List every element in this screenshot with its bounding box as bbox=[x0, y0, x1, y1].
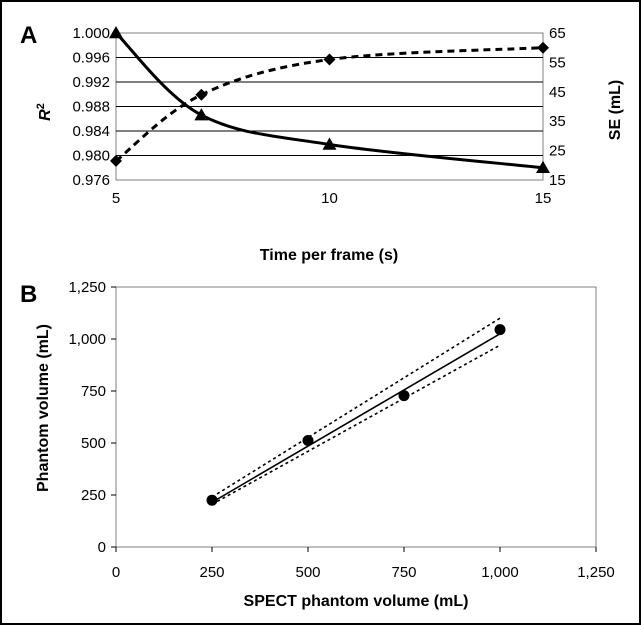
panel-b-data-point bbox=[494, 324, 506, 336]
panel-a-right-ticks: 65 55 45 35 25 15 bbox=[549, 25, 566, 189]
panel-b-lines bbox=[211, 317, 501, 506]
panel-a-y-right-title: SE (mL) bbox=[607, 80, 624, 140]
panel-b-x-tick-label: 1,250 bbox=[577, 564, 615, 581]
panel-a-left-tick-label: 0.988 bbox=[72, 99, 110, 116]
panel-a-series bbox=[109, 26, 550, 173]
panel-a-left-tick-label: 1.000 bbox=[72, 25, 110, 42]
panel-a-letter: A bbox=[20, 22, 37, 49]
panel-a-diamond-marker bbox=[195, 88, 208, 101]
panel-b-letter: B bbox=[20, 281, 37, 308]
panel-b-y-tick-label: 250 bbox=[81, 487, 106, 504]
panel-b-fit-line bbox=[211, 333, 501, 503]
panel-a-right-tick-label: 65 bbox=[549, 25, 566, 42]
panel-a-x-tick-label: 10 bbox=[321, 190, 338, 207]
panel-b-x-tick-label: 0 bbox=[112, 564, 120, 581]
panel-a-triangle-marker bbox=[194, 108, 209, 121]
panel-a-right-tick-label: 55 bbox=[549, 54, 566, 71]
panel-b-y-tick-label: 500 bbox=[81, 435, 106, 452]
panel-b-confidence-band bbox=[211, 317, 501, 498]
panel-a-triangle-marker bbox=[109, 26, 123, 39]
panel-a-right-tick-label: 45 bbox=[549, 84, 566, 101]
panel-a-diamond-marker bbox=[110, 154, 122, 167]
panel-b-y-ticks: 0 250 500 750 1,000 1,250 bbox=[68, 279, 116, 556]
panel-a-series-line-diamond bbox=[115, 46, 544, 163]
panel-a-triangle-marker bbox=[536, 160, 550, 173]
panel-a-triangle-marker bbox=[322, 137, 337, 150]
panel-b-x-tick-label: 1,000 bbox=[481, 564, 519, 581]
panel-a-diamond-marker bbox=[537, 41, 549, 54]
panel-b-confidence-band bbox=[211, 344, 501, 506]
panel-a-series-line-triangle bbox=[114, 31, 544, 170]
panel-b-y-tick-label: 750 bbox=[81, 383, 106, 400]
panel-b-x-tick-label: 250 bbox=[199, 564, 224, 581]
panel-b-x-tick-label: 750 bbox=[391, 564, 416, 581]
panel-b-y-tick-label: 0 bbox=[98, 539, 106, 556]
panel-a-left-ticks: 1.000 0.996 0.992 0.988 0.984 0.980 0.976 bbox=[72, 25, 110, 189]
panel-a-x-tick-label: 5 bbox=[112, 190, 120, 207]
panel-a-left-tick-label: 0.996 bbox=[72, 50, 110, 67]
panel-b-x-tick-label: 500 bbox=[295, 564, 320, 581]
panel-a-left-tick-label: 0.992 bbox=[72, 74, 110, 91]
panel-a-x-tick-label: 15 bbox=[535, 190, 552, 207]
panel-b-y-tick-label: 1,250 bbox=[68, 279, 106, 296]
panel-a-right-tick-label: 35 bbox=[549, 113, 566, 130]
panel-b-plot-area bbox=[115, 286, 597, 548]
panel-b-data-point bbox=[206, 494, 218, 506]
panel-a-x-ticks: 5 10 15 bbox=[112, 190, 552, 207]
panel-b-y-title: Phantom volume (mL) bbox=[35, 324, 52, 492]
panel-b-data-point bbox=[302, 435, 314, 447]
panel-a-right-tick-label: 15 bbox=[549, 172, 566, 189]
panel-b: B 0 250 500 750 1,000 1,250 0 250 500 750 1,000 1,… bbox=[20, 279, 615, 610]
panel-a-right-tick-label: 25 bbox=[549, 143, 566, 160]
panel-a-left-tick-label: 0.976 bbox=[72, 172, 110, 189]
panel-a-y-left-title: R2 bbox=[35, 103, 54, 121]
panel-b-y-tick-label: 1,000 bbox=[68, 331, 106, 348]
panel-b-x-title: SPECT phantom volume (mL) bbox=[244, 593, 469, 610]
panel-b-points bbox=[206, 324, 506, 506]
panel-a: A 1.000 0.996 0.992 0.988 0.984 0.980 0.976 65… bbox=[20, 22, 624, 264]
panel-a-x-title: Time per frame (s) bbox=[260, 247, 398, 264]
panel-a-left-tick-label: 0.980 bbox=[72, 148, 110, 165]
panel-a-diamond-marker bbox=[323, 53, 336, 66]
panel-b-x-ticks: 0 250 500 750 1,000 1,250 bbox=[112, 547, 615, 581]
panel-b-data-point bbox=[398, 390, 410, 402]
panel-a-left-tick-label: 0.984 bbox=[72, 123, 110, 140]
